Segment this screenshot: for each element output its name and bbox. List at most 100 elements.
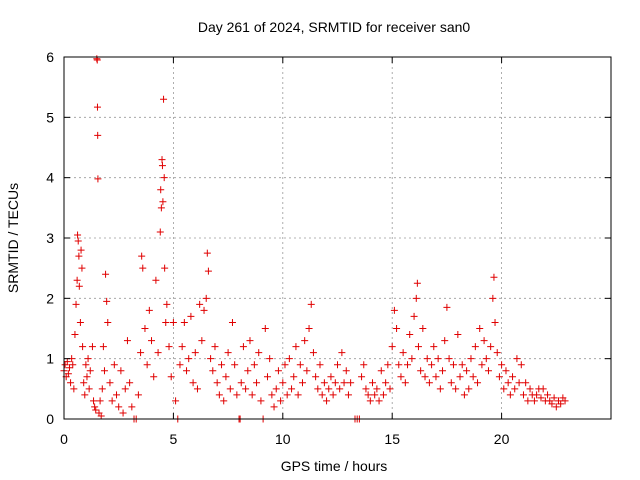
data-point: [285, 355, 293, 363]
data-point: [406, 331, 414, 339]
data-point: [434, 355, 442, 363]
data-point: [150, 373, 158, 381]
data-point: [522, 379, 530, 387]
data-point: [160, 174, 168, 182]
data-point: [209, 367, 217, 375]
data-point: [253, 379, 261, 387]
data-point: [467, 355, 475, 363]
data-point: [64, 370, 72, 378]
data-point: [482, 355, 490, 363]
data-point: [397, 373, 405, 381]
data-point: [458, 361, 466, 369]
data-point: [401, 379, 409, 387]
y-tick-label: 6: [46, 49, 54, 65]
data-point: [79, 343, 87, 351]
data-point: [172, 397, 180, 405]
data-point: [465, 385, 473, 393]
data-point: [157, 186, 165, 194]
data-point: [288, 385, 296, 393]
data-point: [412, 294, 420, 302]
data-point: [231, 361, 239, 369]
data-point: [395, 361, 403, 369]
data-point: [103, 297, 111, 305]
data-point: [298, 379, 306, 387]
data-point: [419, 325, 427, 332]
data-point: [157, 204, 165, 212]
data-point: [460, 391, 468, 399]
data-point: [360, 361, 368, 369]
data-point: [93, 103, 101, 111]
data-point: [200, 306, 208, 314]
data-point: [471, 343, 479, 351]
data-point: [417, 367, 425, 375]
data-point: [323, 397, 331, 405]
data-point: [327, 373, 335, 381]
data-point: [74, 237, 82, 245]
data-point: [303, 367, 311, 375]
data-point: [76, 318, 84, 326]
data-point: [196, 300, 204, 308]
x-axis-label: GPS time / hours: [281, 458, 388, 474]
data-point: [148, 337, 156, 345]
data-point: [386, 385, 394, 393]
data-point: [119, 409, 127, 417]
data-point: [202, 294, 210, 302]
data-point: [74, 231, 82, 239]
data-point: [281, 361, 289, 369]
data-point: [371, 391, 379, 399]
data-point: [449, 361, 457, 369]
data-point: [215, 391, 223, 399]
data-point: [80, 379, 88, 387]
data-point: [99, 343, 107, 351]
data-point: [478, 361, 486, 369]
data-point: [436, 385, 444, 393]
data-point: [228, 318, 236, 326]
data-point: [102, 270, 110, 278]
data-point: [509, 373, 517, 381]
data-point: [93, 56, 101, 64]
data-point: [88, 343, 96, 351]
data-point: [384, 361, 392, 369]
data-point: [511, 385, 519, 393]
data-point: [158, 156, 166, 164]
data-point: [469, 373, 477, 381]
data-point: [86, 367, 94, 375]
data-point: [160, 95, 168, 103]
data-point: [90, 397, 98, 405]
data-point: [78, 264, 86, 272]
data-point: [270, 403, 278, 411]
data-point: [261, 325, 269, 332]
data-point: [414, 343, 422, 351]
data-point: [490, 273, 498, 281]
data-point: [377, 367, 385, 375]
data-point: [180, 318, 188, 326]
data-point: [73, 276, 81, 284]
data-point: [255, 349, 263, 357]
data-point: [279, 379, 287, 387]
data-point: [176, 361, 184, 369]
data-point: [143, 361, 151, 369]
data-point: [84, 355, 92, 363]
data-point: [294, 391, 302, 399]
data-point: [373, 385, 381, 393]
data-point: [67, 379, 75, 387]
chart-title: Day 261 of 2024, SRMTID for receiver san…: [198, 19, 471, 35]
y-tick-label: 5: [46, 109, 54, 125]
data-point: [463, 367, 471, 375]
y-tick-label: 0: [46, 411, 54, 427]
data-point: [347, 379, 355, 387]
x-tick-label: 15: [384, 431, 400, 447]
data-point: [425, 379, 433, 387]
data-point: [193, 385, 201, 393]
data-point: [504, 379, 512, 387]
data-point: [75, 252, 83, 260]
data-point: [484, 367, 492, 375]
data-point: [183, 367, 191, 375]
data-point: [338, 349, 346, 357]
data-point: [423, 355, 431, 363]
data-point: [393, 325, 401, 332]
data-point: [203, 249, 211, 257]
y-tick-label: 1: [46, 351, 54, 367]
data-point: [75, 282, 83, 290]
